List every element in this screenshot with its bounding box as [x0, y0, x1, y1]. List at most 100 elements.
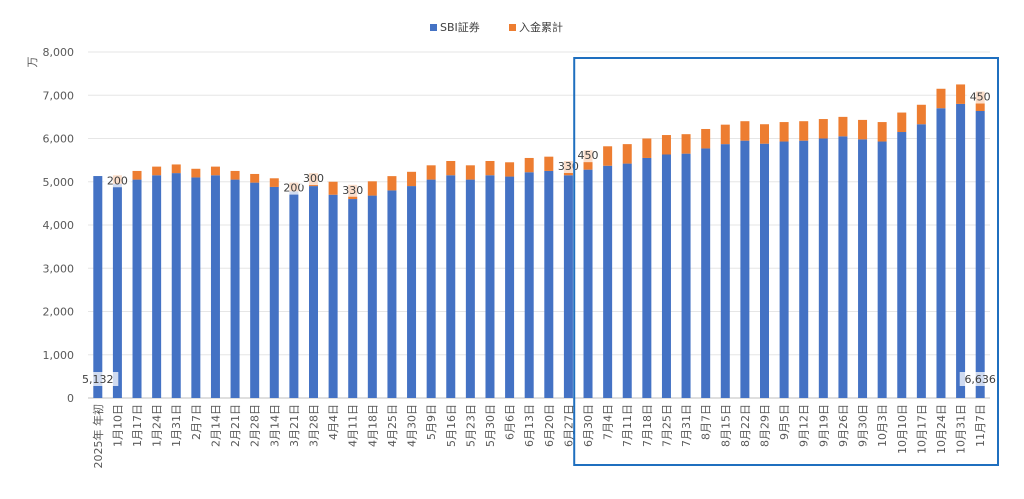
y-tick-label: 3,000: [43, 262, 75, 275]
bar-deposit: [701, 128, 711, 149]
data-label-bg: [300, 171, 327, 186]
bar-sbi: [465, 179, 475, 398]
x-tick-label: 3月28日: [308, 404, 321, 447]
bar-sbi: [289, 191, 299, 398]
x-tick-label: 6月30日: [582, 404, 595, 447]
bar-deposit: [171, 164, 181, 174]
data-label-bg: [339, 182, 367, 197]
legend-label-sbi: SBI証券: [440, 20, 480, 34]
bar-sbi: [583, 169, 593, 398]
data-label-bg: [959, 372, 1001, 386]
y-tick-label: 1,000: [43, 349, 75, 362]
x-tick-label: 4月18日: [366, 404, 379, 447]
bar-deposit: [877, 122, 887, 142]
y-tick-label: 5,000: [43, 176, 75, 189]
x-tick-label: 11月7日: [974, 404, 987, 447]
bar-deposit: [858, 119, 868, 140]
bar-sbi: [838, 136, 848, 398]
bar-sbi: [622, 163, 632, 398]
bar-sbi: [661, 154, 671, 398]
y-axis-title: 万: [26, 57, 39, 68]
y-tick-label: 4,000: [43, 219, 75, 232]
bar-sbi: [858, 139, 868, 399]
x-tick-label: 2月7日: [190, 404, 203, 440]
bar-sbi: [779, 141, 789, 398]
bar-deposit: [387, 176, 397, 191]
bar-sbi: [387, 190, 397, 398]
bar-sbi: [897, 132, 907, 398]
x-tick-label: 1月31日: [170, 404, 183, 447]
y-tick-label: 2,000: [43, 306, 75, 319]
bar-deposit: [152, 166, 162, 176]
bar-deposit: [505, 162, 515, 177]
x-tick-label: 1月17日: [131, 404, 144, 447]
bar-sbi: [407, 186, 417, 398]
data-label: 200: [107, 174, 128, 187]
bar-sbi: [426, 179, 436, 398]
bars: [93, 84, 985, 399]
bar-sbi: [799, 140, 809, 398]
bar-sbi: [916, 124, 926, 398]
bar-sbi: [975, 110, 985, 399]
data-label: 6,636: [964, 373, 996, 386]
x-tick-label: 9月5日: [778, 404, 791, 440]
bar-deposit: [465, 165, 475, 180]
x-tick-label: 4月30日: [406, 404, 419, 447]
bar-sbi: [505, 176, 515, 398]
bar-deposit: [779, 122, 789, 142]
x-tick-label: 6月13日: [523, 404, 536, 447]
bar-sbi: [544, 170, 554, 398]
y-axis: 0 1,000 2,000 3,000 4,000 5,000 6,000 7,000 8,00…: [26, 46, 74, 405]
bar-sbi: [171, 173, 181, 398]
bar-sbi: [877, 141, 887, 398]
bar-deposit: [720, 124, 730, 145]
x-tick-label: 8月7日: [700, 404, 713, 440]
x-tick-label: 5月23日: [464, 404, 477, 447]
bar-sbi: [348, 199, 358, 398]
data-label-bg: [966, 89, 994, 104]
bar-sbi: [309, 186, 318, 398]
x-tick-label: 10月17日: [915, 404, 928, 454]
legend-swatch-deposit: [509, 24, 516, 31]
bar-sbi: [720, 144, 730, 398]
x-tick-label: 6月20日: [543, 404, 556, 447]
bar-sbi: [132, 179, 142, 398]
bar-deposit: [250, 173, 260, 183]
x-tick-label: 2月14日: [209, 404, 222, 447]
bar-sbi: [818, 138, 828, 398]
bar-deposit: [269, 178, 279, 187]
highlight-rectangle: [573, 57, 1000, 466]
x-axis: 2025年 年初 1月10日 1月17日 1月24日 1月31日 2月7日 2月14日 2月2…: [91, 404, 987, 469]
bar-deposit: [838, 116, 848, 137]
x-tick-label: 2月28日: [249, 404, 262, 447]
x-tick-label: 9月12日: [798, 404, 811, 447]
bar-sbi: [367, 195, 377, 398]
x-tick-label: 7月31日: [680, 404, 693, 447]
bar-sbi: [230, 179, 240, 398]
bar-deposit: [661, 135, 671, 155]
gridlines: [88, 51, 990, 399]
x-tick-label: 5月16日: [445, 404, 458, 447]
x-tick-label: 2025年 年初: [91, 404, 105, 469]
x-tick-label: 9月30日: [857, 404, 870, 447]
bar-sbi: [191, 177, 201, 398]
bar-deposit: [485, 160, 495, 176]
x-tick-label: 5月9日: [425, 404, 438, 440]
bar-sbi: [446, 175, 456, 398]
data-label: 330: [342, 184, 363, 197]
data-label-bg: [77, 372, 119, 386]
bar-deposit: [622, 144, 632, 164]
legend-label-deposit: 入金累計: [519, 20, 563, 34]
x-tick-label: 3月21日: [288, 404, 301, 447]
bar-sbi: [152, 175, 162, 398]
y-tick-label: 8,000: [43, 46, 75, 59]
bar-sbi: [485, 175, 495, 398]
x-tick-label: 5月30日: [484, 404, 497, 447]
x-tick-label: 7月11日: [621, 404, 634, 447]
bar-deposit: [407, 171, 417, 187]
x-tick-label: 1月24日: [151, 404, 164, 447]
bar-sbi: [210, 175, 220, 398]
bar-deposit: [642, 138, 652, 158]
bar-deposit: [760, 124, 769, 144]
